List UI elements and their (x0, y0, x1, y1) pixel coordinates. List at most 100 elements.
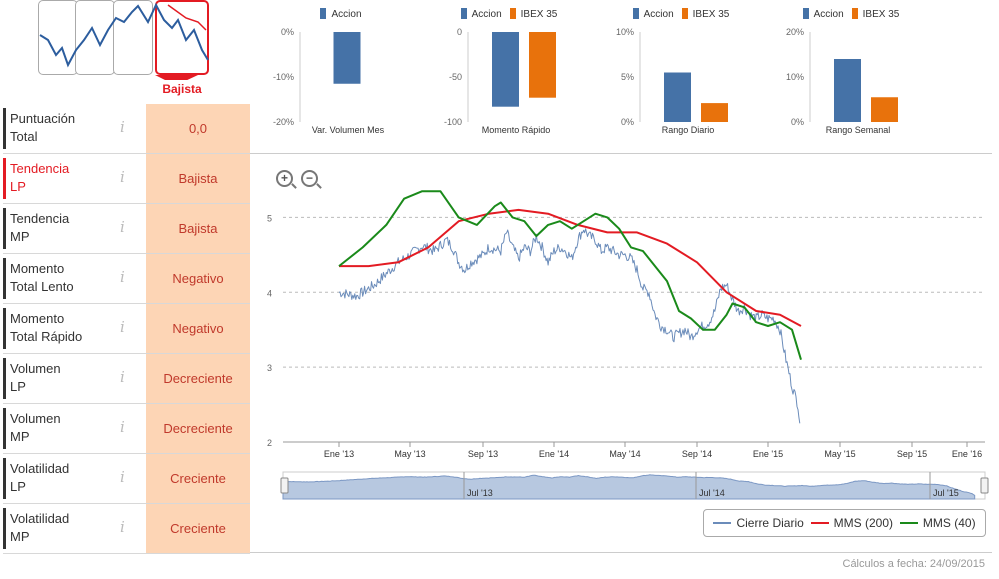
indicator-label-line1: Volatilidad (10, 461, 70, 476)
indicator-label-line1: Volatilidad (10, 511, 70, 526)
bar-accion[interactable] (492, 32, 519, 107)
indicator-label-line1: Momento (10, 311, 65, 326)
zoom-in-icon[interactable]: + (276, 170, 293, 187)
legend-swatch (320, 8, 327, 19)
row-marker (3, 258, 6, 299)
trend-bearish-box[interactable] (155, 0, 209, 75)
indicator-value: Negativo (146, 304, 250, 353)
mini-chart-title: Rango Diario (662, 125, 715, 135)
legend-mms200-line (810, 522, 829, 524)
indicator-label: Puntuación Total (10, 110, 120, 146)
row-marker (3, 458, 6, 499)
indicator-label: Volatilidad MP (10, 510, 120, 546)
x-tick-label: Ene '16 (952, 449, 982, 459)
indicator-row: Volatilidad MP i Creciente (3, 504, 250, 554)
indicator-label-line2: LP (10, 179, 26, 194)
row-marker (3, 208, 6, 249)
mini-chart-plot: 20% 10% 0% Rango Semanal (786, 27, 898, 135)
zoom-out-icon[interactable]: − (301, 170, 318, 187)
mini-tick-label: 0% (791, 117, 804, 127)
mini-chart-legend: Accion IBEX 35 (428, 8, 598, 20)
mini-tick-label: 10% (786, 72, 804, 82)
legend-mms40-line (899, 522, 918, 524)
mini-chart-plot: 0% -10% -20% Var. Volumen Mes (273, 27, 385, 135)
legend-item-mms40[interactable]: MMS (40) (899, 516, 976, 530)
navigator-handle-right[interactable] (980, 477, 989, 494)
legend-label: Accion (471, 9, 502, 20)
trend-sideways-box[interactable] (113, 0, 153, 75)
indicator-label: Momento Total Rápido (10, 310, 120, 346)
navigator-handle-left[interactable] (280, 477, 289, 494)
legend-swatch (681, 8, 688, 19)
indicator-label: Volumen LP (10, 360, 120, 396)
info-icon[interactable]: i (120, 118, 125, 136)
legend-item-close[interactable]: Cierre Diario (713, 516, 804, 530)
info-icon[interactable]: i (120, 418, 125, 436)
mini-tick-label: 20% (786, 27, 804, 37)
info-icon[interactable]: i (120, 318, 125, 336)
chart-legend: Cierre Diario MMS (200) MMS (40) (703, 509, 986, 537)
indicator-row: Volumen MP i Decreciente (3, 404, 250, 454)
mini-tick-label: 0% (281, 27, 294, 37)
navigator-label: Jul '13 (467, 488, 493, 498)
series-mms200-line[interactable] (339, 208, 802, 327)
mini-legend-item[interactable]: IBEX 35 (851, 8, 899, 20)
x-tick-label: Sep '15 (897, 449, 927, 459)
info-icon[interactable]: i (120, 168, 125, 186)
x-tick-label: May '13 (394, 449, 425, 459)
x-tick-label: Ene '13 (324, 449, 354, 459)
indicator-label: Tendencia MP (10, 210, 120, 246)
row-marker (3, 108, 6, 149)
info-icon[interactable]: i (120, 518, 125, 536)
mini-chart: Accion IBEX 35 0 -50 -100 Momento Rápido (428, 0, 598, 140)
indicator-label: Volatilidad LP (10, 460, 120, 496)
mini-chart-plot: 0 -50 -100 Momento Rápido (444, 27, 556, 135)
legend-label: Accion (813, 9, 844, 20)
x-tick-label: Sep '14 (682, 449, 712, 459)
mini-legend-item[interactable]: Accion (632, 8, 674, 20)
legend-swatch (632, 8, 639, 19)
bar-ibex[interactable] (871, 97, 898, 122)
y-tick-label: 5 (267, 213, 272, 223)
legend-close-label: Cierre Diario (736, 516, 804, 530)
indicator-row: Volatilidad LP i Creciente (3, 454, 250, 504)
indicator-row: Momento Total Rápido i Negativo (3, 304, 250, 354)
indicator-label-line2: MP (10, 429, 30, 444)
bar-accion[interactable] (664, 72, 691, 123)
indicator-value: Bajista (146, 204, 250, 253)
mini-legend-item[interactable]: IBEX 35 (681, 8, 729, 20)
bar-accion[interactable] (834, 59, 861, 122)
x-tick-label: Ene '15 (753, 449, 783, 459)
mini-tick-label: 5% (621, 72, 634, 82)
mini-legend-item[interactable]: Accion (460, 8, 502, 20)
info-icon[interactable]: i (120, 468, 125, 486)
row-marker (3, 308, 6, 349)
mini-legend-item[interactable]: Accion (320, 8, 362, 20)
info-icon[interactable]: i (120, 368, 125, 386)
row-marker (3, 408, 6, 449)
navigator-area[interactable] (282, 474, 976, 500)
indicator-row: Puntuación Total i 0,0 (3, 104, 250, 154)
legend-swatch (509, 8, 516, 19)
indicator-label-line1: Tendencia (10, 211, 70, 226)
bar-ibex[interactable] (701, 103, 728, 122)
info-icon[interactable]: i (120, 268, 125, 286)
indicator-row: Tendencia LP i Bajista (3, 154, 250, 204)
info-icon[interactable]: i (120, 218, 125, 236)
mini-tick-label: 0% (621, 117, 634, 127)
indicator-label-line2: MP (10, 529, 30, 544)
mini-chart-plot: 10% 5% 0% Rango Diario (616, 27, 728, 135)
bar-accion[interactable] (333, 32, 361, 84)
mini-legend-item[interactable]: Accion (802, 8, 844, 20)
series-close-line[interactable] (338, 228, 801, 424)
legend-label: IBEX 35 (520, 9, 558, 20)
bar-ibex[interactable] (529, 32, 556, 98)
indicator-label-line1: Volumen (10, 411, 61, 426)
x-tick-label: Sep '13 (468, 449, 498, 459)
calculation-date: Cálculos a fecha: 24/09/2015 (842, 558, 986, 570)
legend-item-mms200[interactable]: MMS (200) (810, 516, 893, 530)
mini-legend-item[interactable]: IBEX 35 (509, 8, 558, 20)
legend-swatch (851, 8, 858, 19)
trend-neutral-box[interactable] (75, 0, 115, 75)
series-mms40-line[interactable] (338, 190, 802, 360)
